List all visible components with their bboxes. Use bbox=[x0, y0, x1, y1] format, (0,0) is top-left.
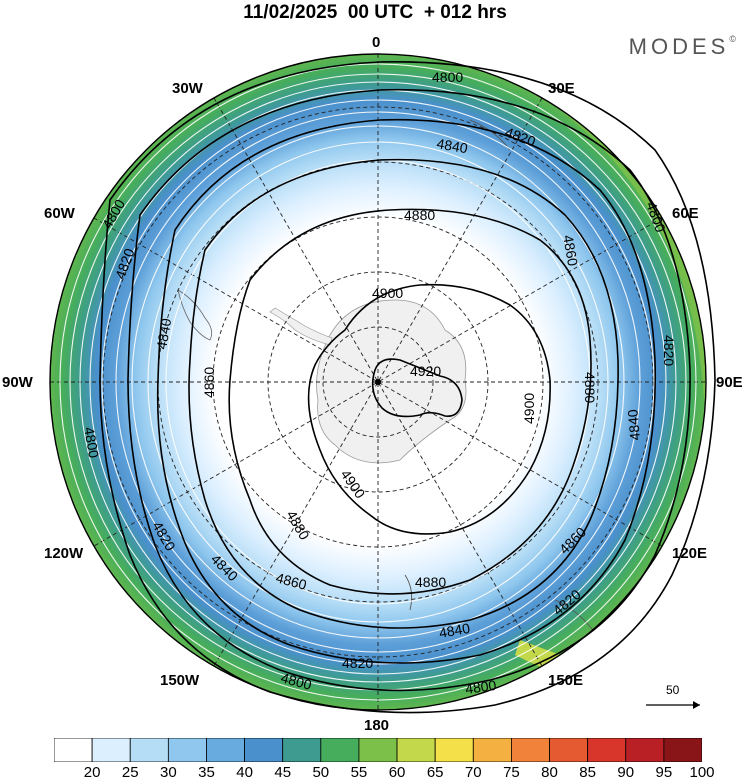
contour-label-4840: 4840 bbox=[435, 135, 469, 156]
contour-label-4880: 4880 bbox=[415, 574, 446, 590]
colorbar-tick-label: 80 bbox=[541, 764, 558, 781]
contour-label-4860: 4860 bbox=[274, 569, 308, 593]
lon-label-90w: 90W bbox=[2, 374, 33, 391]
contour-label-4800: 4800 bbox=[279, 669, 313, 693]
contour-label-4840: 4840 bbox=[624, 408, 643, 441]
contour-label-4860: 4860 bbox=[201, 367, 217, 398]
colorbar-swatch bbox=[206, 738, 245, 762]
south-pole-marker bbox=[375, 379, 381, 385]
south-america-coast bbox=[177, 289, 213, 341]
colorbar-tick-label: 45 bbox=[274, 764, 292, 781]
lon-label-150w: 150W bbox=[160, 672, 200, 689]
contour-4920 bbox=[371, 358, 463, 418]
colorbar-swatch bbox=[54, 738, 93, 762]
colorbar-tick-label: 75 bbox=[503, 764, 520, 781]
contour-label-4840: 4840 bbox=[153, 317, 174, 351]
colorbar-tick-label: 20 bbox=[83, 764, 101, 781]
colorbar-swatch bbox=[129, 738, 169, 762]
antarctic-peninsula bbox=[269, 307, 333, 346]
colorbar-swatch bbox=[396, 738, 436, 762]
new-zealand-coast bbox=[404, 574, 413, 611]
colorbar-tick-label: 90 bbox=[617, 764, 635, 781]
contour-label-4820: 4820 bbox=[661, 335, 677, 366]
lon-label-150e: 150E bbox=[548, 672, 584, 689]
colorbar-swatch bbox=[320, 738, 360, 762]
colorbar-swatch bbox=[434, 738, 474, 762]
contour-label-4900: 4900 bbox=[521, 393, 537, 424]
colorbar-swatch bbox=[91, 738, 131, 762]
colorbar-swatch bbox=[663, 738, 702, 762]
contour-label-4820: 4820 bbox=[342, 655, 373, 671]
contour-4820 bbox=[127, 88, 691, 692]
contour-4900 bbox=[307, 283, 551, 535]
lon-label-180: 180 bbox=[364, 717, 390, 734]
reference-vector-arrow bbox=[646, 701, 700, 709]
colorbar-swatch bbox=[244, 738, 284, 762]
contour-label-4880: 4880 bbox=[582, 372, 598, 403]
contour-4840 bbox=[156, 118, 657, 664]
contour-label-4800: 4800 bbox=[81, 426, 102, 460]
lon-label-30e: 30E bbox=[548, 80, 575, 97]
contour-label-4800: 4800 bbox=[464, 677, 497, 697]
colorbar-tick-label: 60 bbox=[388, 764, 406, 781]
contour-4860 bbox=[188, 158, 619, 629]
colorbar-tick-label: 100 bbox=[689, 764, 715, 781]
colorbar-tick-label: 50 bbox=[312, 764, 330, 781]
colorbar-swatch bbox=[625, 738, 665, 762]
contour-label-4900: 4900 bbox=[372, 285, 403, 301]
lon-label-0: 0 bbox=[372, 34, 381, 51]
lon-label-120w: 120W bbox=[44, 545, 84, 562]
contour-label-4920: 4920 bbox=[410, 363, 441, 379]
colorbar-tick-label: 65 bbox=[426, 764, 444, 781]
colorbar-swatch bbox=[472, 738, 512, 762]
colorbar-tick-label: 35 bbox=[198, 764, 215, 781]
lon-label-90e: 90E bbox=[716, 374, 743, 391]
reference-vector-value: 50 bbox=[666, 683, 680, 697]
contour-label-4860: 4860 bbox=[560, 234, 581, 268]
colorbar-swatch bbox=[587, 738, 627, 762]
colorbar-tick-label: 40 bbox=[236, 764, 253, 781]
map-title: 11/02/2025 00 UTC + 012 hrs bbox=[243, 2, 507, 23]
streamlines bbox=[59, 63, 697, 701]
colorbar-tick-label: 30 bbox=[160, 764, 177, 781]
colorbar-swatch bbox=[358, 738, 398, 762]
colorbar-swatch bbox=[549, 738, 589, 762]
colorbar bbox=[54, 738, 702, 762]
lon-label-30w: 30W bbox=[172, 80, 203, 97]
colorbar-swatch bbox=[167, 738, 207, 762]
brand-logo: MODES© bbox=[628, 34, 736, 59]
colorbar-tick-label: 55 bbox=[350, 764, 368, 781]
colorbar-tick-label: 70 bbox=[464, 764, 482, 781]
contour-4880 bbox=[228, 208, 592, 595]
colorbar-swatch bbox=[511, 738, 550, 762]
colorbar-tick-label: 85 bbox=[579, 764, 596, 781]
contour-label-4800: 4800 bbox=[432, 69, 463, 85]
contour-label-4880: 4880 bbox=[404, 207, 435, 223]
lon-label-120e: 120E bbox=[672, 545, 708, 562]
colorbar-tick-label: 25 bbox=[121, 764, 139, 781]
globe-border bbox=[49, 53, 707, 711]
colorbar-swatch bbox=[282, 738, 322, 762]
lon-label-60w: 60W bbox=[44, 205, 75, 222]
height-contours bbox=[99, 61, 716, 714]
contour-label-4840: 4840 bbox=[438, 620, 472, 641]
lon-label-60e: 60E bbox=[672, 205, 699, 222]
colorbar-tick-label: 95 bbox=[655, 764, 673, 781]
